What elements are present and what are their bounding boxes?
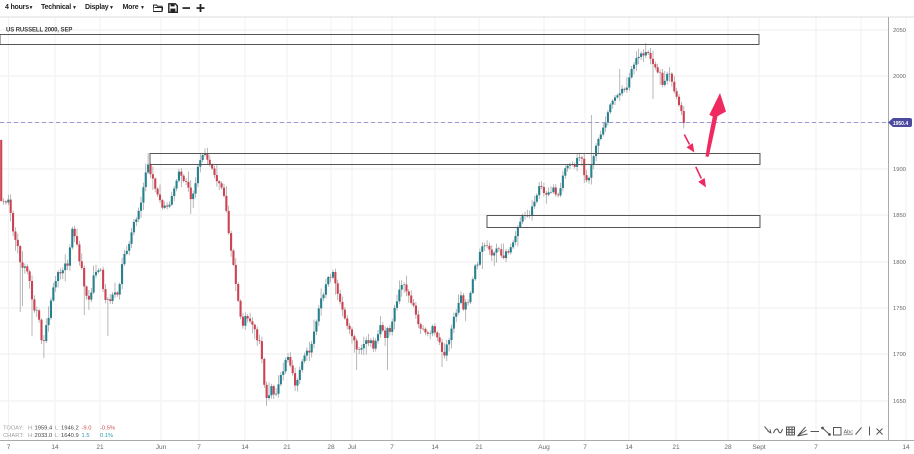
svg-text:1950.4: 1950.4: [893, 121, 909, 127]
svg-text:L:: L:: [55, 426, 60, 432]
svg-text:7: 7: [7, 444, 11, 451]
svg-text:CHART:: CHART:: [3, 433, 24, 439]
svg-text:7: 7: [390, 444, 394, 451]
svg-text:1959.4: 1959.4: [35, 426, 54, 432]
svg-text:14: 14: [625, 444, 633, 451]
svg-text:-9.0: -9.0: [82, 426, 92, 432]
svg-text:1640.9: 1640.9: [61, 433, 79, 439]
svg-text:1900: 1900: [893, 167, 906, 173]
svg-text:7: 7: [583, 444, 587, 451]
svg-text:-0.5%: -0.5%: [100, 426, 115, 432]
svg-text:21: 21: [672, 444, 680, 451]
svg-text:Sept: Sept: [752, 444, 766, 451]
svg-text:14: 14: [51, 444, 59, 451]
svg-text:1750: 1750: [893, 306, 906, 312]
svg-text:H:: H:: [28, 433, 34, 439]
svg-text:TODAY:: TODAY:: [3, 426, 24, 432]
svg-text:21: 21: [475, 444, 483, 451]
svg-text:Abc: Abc: [844, 430, 854, 436]
svg-text:Aug: Aug: [538, 444, 550, 451]
svg-text:21: 21: [283, 444, 291, 451]
svg-text:1.5: 1.5: [82, 433, 90, 439]
svg-text:28: 28: [327, 444, 335, 451]
svg-text:7: 7: [814, 444, 818, 451]
svg-text:1946.2: 1946.2: [61, 426, 79, 432]
svg-text:1700: 1700: [893, 352, 906, 358]
svg-text:7: 7: [197, 444, 201, 451]
svg-text:28: 28: [724, 444, 732, 451]
svg-text:H:: H:: [28, 426, 34, 432]
svg-text:2000: 2000: [893, 74, 906, 80]
svg-text:0.1%: 0.1%: [100, 433, 113, 439]
svg-text:Jul: Jul: [348, 444, 357, 451]
svg-text:US RUSSELL 2000, SEP: US RUSSELL 2000, SEP: [6, 28, 72, 34]
svg-text:1800: 1800: [893, 260, 906, 266]
svg-text:14: 14: [431, 444, 439, 451]
svg-text:1650: 1650: [893, 399, 906, 405]
svg-text:2033.0: 2033.0: [35, 433, 53, 439]
svg-text:L:: L:: [55, 433, 60, 439]
svg-text:1850: 1850: [893, 213, 906, 219]
svg-text:2050: 2050: [893, 28, 906, 34]
svg-text:14: 14: [902, 444, 910, 451]
svg-text:21: 21: [96, 444, 104, 451]
svg-text:Jun: Jun: [156, 444, 167, 451]
svg-text:14: 14: [241, 444, 249, 451]
